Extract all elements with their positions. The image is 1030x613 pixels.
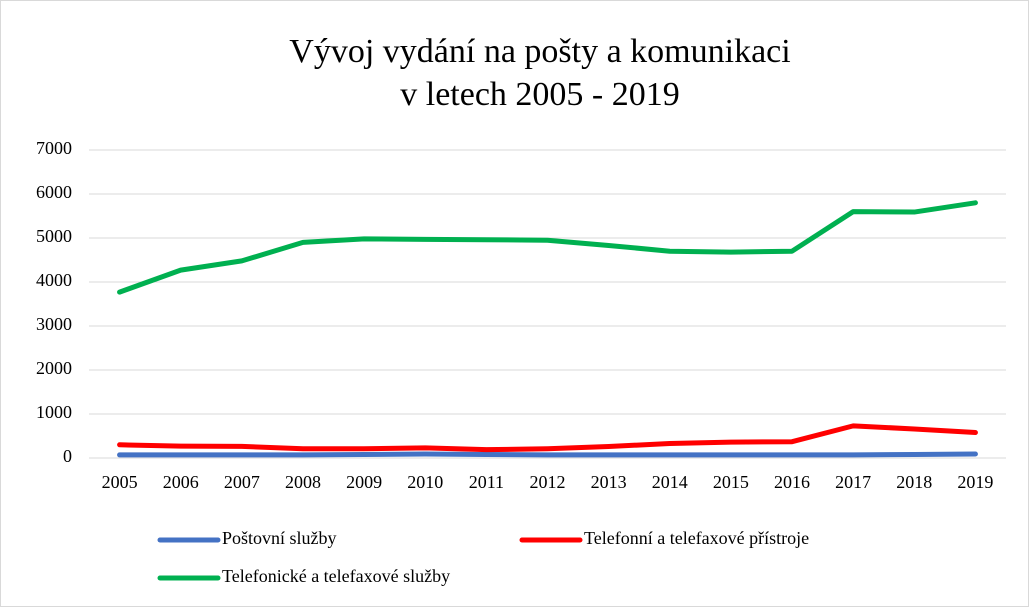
- y-tick-label: 4000: [36, 270, 72, 290]
- x-tick-label: 2008: [285, 472, 321, 492]
- series-line: [117, 200, 978, 295]
- x-tick-label: 2015: [713, 472, 749, 492]
- x-tick-label: 2019: [957, 472, 993, 492]
- x-tick-label: 2005: [102, 472, 138, 492]
- y-tick-label: 2000: [36, 358, 72, 378]
- y-tick-label: 7000: [36, 138, 72, 158]
- y-tick-label: 0: [63, 446, 72, 466]
- x-tick-label: 2009: [346, 472, 382, 492]
- legend-label: Poštovní služby: [222, 528, 337, 548]
- x-tick-label: 2006: [163, 472, 199, 492]
- x-tick-label: 2007: [224, 472, 260, 492]
- y-tick-label: 5000: [36, 226, 72, 246]
- y-tick-label: 3000: [36, 314, 72, 334]
- x-tick-label: 2012: [530, 472, 566, 492]
- legend-label: Telefonické a telefaxové služby: [222, 566, 450, 586]
- y-tick-label: 1000: [36, 402, 72, 422]
- x-tick-label: 2013: [591, 472, 627, 492]
- x-tick-label: 2010: [407, 472, 443, 492]
- x-tick-label: 2016: [774, 472, 810, 492]
- chart-title: v letech 2005 - 2019: [400, 76, 680, 113]
- x-tick-label: 2017: [835, 472, 871, 492]
- y-tick-label: 6000: [36, 182, 72, 202]
- series-line: [117, 451, 978, 458]
- chart-title: Vývoj vydání na pošty a komunikaci: [289, 33, 790, 70]
- series-line: [117, 423, 978, 453]
- x-tick-label: 2014: [652, 472, 688, 492]
- x-tick-label: 2011: [469, 472, 504, 492]
- legend-label: Telefonní a telefaxové přístroje: [584, 528, 809, 548]
- x-tick-label: 2018: [896, 472, 932, 492]
